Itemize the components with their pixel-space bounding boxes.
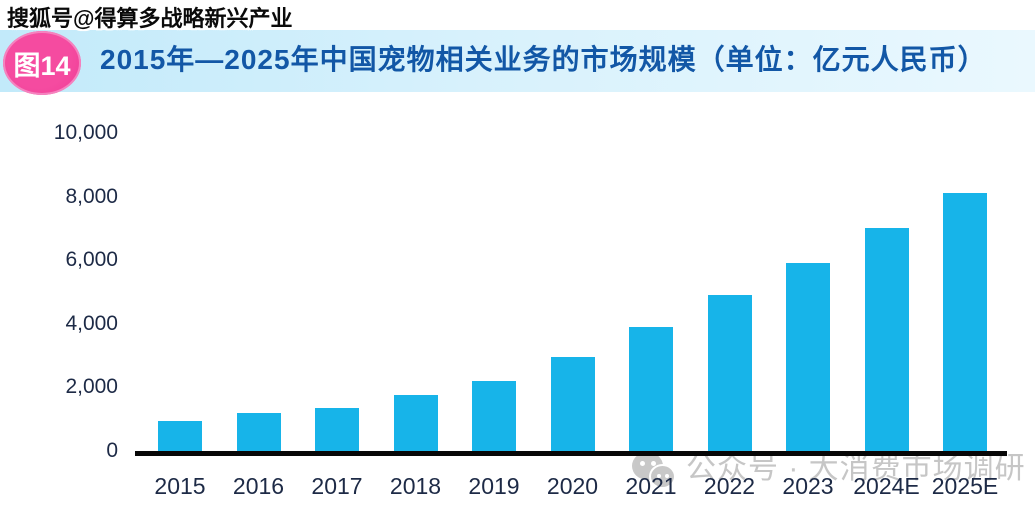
chart-title: 2015年—2025年中国宠物相关业务的市场规模（单位：亿元人民币）	[100, 44, 987, 75]
sohu-account-watermark: 搜狐号@得算多战略新兴产业	[7, 6, 293, 31]
x-tick-2020: 2020	[546, 473, 599, 499]
wechat-watermark: 公众号 · 大消费市场调研	[628, 449, 1026, 491]
bar-2021	[629, 327, 673, 451]
wechat-logo-icon	[628, 449, 678, 491]
x-tick-2022: 2022	[703, 473, 756, 499]
x-tick-2021: 2021	[625, 473, 677, 499]
x-axis-line	[135, 451, 1007, 456]
bar-2017	[315, 408, 359, 451]
x-tick-2023: 2023	[782, 473, 834, 499]
figure-number-badge: 图14	[3, 31, 81, 95]
bar-2025E	[943, 193, 987, 451]
x-tick-2017: 2017	[311, 473, 363, 499]
y-tick-2,000: 2,000	[65, 375, 118, 398]
bar-2020	[550, 357, 595, 451]
bar-2023	[786, 263, 830, 451]
x-tick-2025E: 2025E	[931, 473, 999, 499]
wechat-watermark-text: 公众号 · 大消费市场调研	[686, 452, 1026, 485]
y-tick-4,000: 4,000	[65, 312, 118, 335]
y-tick-6,000: 6,000	[65, 248, 118, 271]
bar-2024E	[864, 228, 909, 451]
y-tick-10,000: 10,000	[53, 121, 118, 144]
x-tick-2016: 2016	[232, 473, 285, 499]
header-band	[0, 30, 1035, 92]
y-tick-8,000: 8,000	[65, 185, 118, 208]
figure-number-label: 图14	[13, 50, 71, 81]
bar-2019	[472, 381, 516, 451]
y-tick-0: 0	[106, 439, 118, 462]
x-tick-2015: 2015	[154, 473, 206, 499]
x-tick-2019: 2019	[468, 473, 520, 499]
bar-2016	[236, 413, 281, 451]
bar-2018	[393, 395, 438, 451]
x-tick-2018: 2018	[389, 473, 442, 499]
bar-2022	[707, 295, 752, 451]
bar-2015	[158, 421, 202, 451]
x-tick-2024E: 2024E	[853, 473, 920, 499]
